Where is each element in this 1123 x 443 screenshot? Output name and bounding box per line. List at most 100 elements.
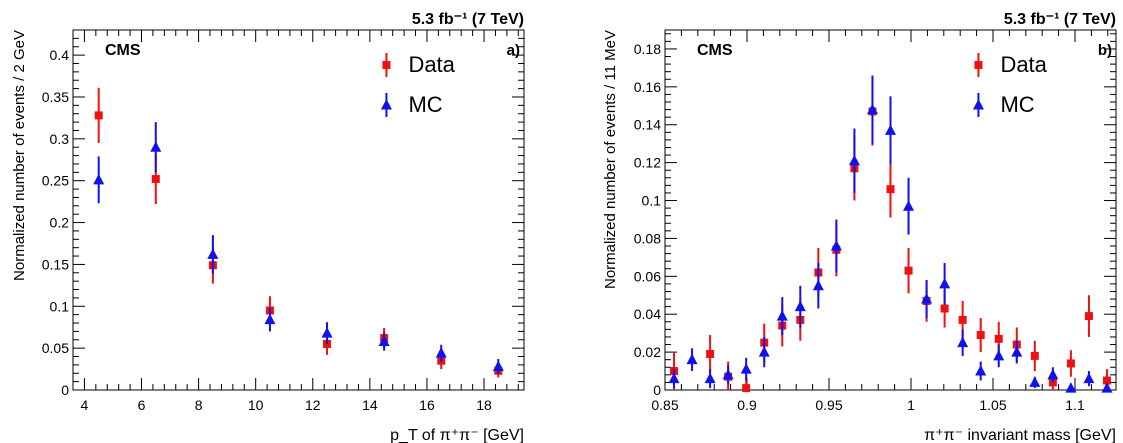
x-tick-label: 10 <box>248 397 264 413</box>
point-mc <box>848 154 860 166</box>
point-mc <box>866 103 878 115</box>
point-mc <box>939 277 951 289</box>
y-tick-label: 0.35 <box>42 89 69 105</box>
plot-frame <box>72 29 525 391</box>
point-mc <box>740 363 752 374</box>
y-tick-label: 0.18 <box>634 41 661 57</box>
x-tick-label: 14 <box>362 397 378 413</box>
y-tick-label: 0.2 <box>50 215 70 231</box>
point-data <box>1030 351 1039 360</box>
point-mc <box>150 141 162 152</box>
point-data <box>904 266 913 275</box>
y-tick-label: 0.15 <box>42 256 69 272</box>
y-tick-label: 0.12 <box>634 155 661 171</box>
point-mc <box>1029 376 1041 387</box>
legend-marker-data <box>974 61 983 69</box>
point-mc <box>1083 372 1095 384</box>
point-data <box>1084 312 1093 321</box>
point-mc <box>921 293 933 304</box>
panel-label: a) <box>507 42 520 59</box>
point-mc <box>1101 382 1113 393</box>
legend-label-data: Data <box>408 52 455 77</box>
y-tick-label: 0.04 <box>634 306 661 322</box>
point-mc <box>812 279 824 291</box>
point-mc <box>668 372 680 384</box>
point-data <box>151 175 160 184</box>
point-mc <box>993 349 1005 361</box>
plot-frame <box>664 29 1117 391</box>
point-data <box>958 315 967 324</box>
point-mc <box>1011 346 1023 357</box>
series-mc <box>93 122 504 375</box>
x-axis-title: p_T of π⁺π⁻ [GeV] <box>390 427 524 443</box>
lumi-label: 5.3 fb⁻¹ (7 TeV) <box>1004 11 1116 28</box>
point-data <box>742 384 751 393</box>
x-tick-label: 1 <box>907 397 915 413</box>
point-mc <box>830 240 842 251</box>
point-mc <box>1047 368 1059 380</box>
y-tick-label: 0.06 <box>634 268 661 284</box>
y-tick-label: 0.02 <box>634 344 661 360</box>
point-mc <box>957 336 969 348</box>
y-tick-label: 0.05 <box>42 340 69 356</box>
point-mc <box>321 327 333 338</box>
x-tick-label: 0.85 <box>651 397 678 413</box>
x-tick-label: 1.1 <box>1065 397 1085 413</box>
point-mc <box>722 368 734 380</box>
point-data <box>994 334 1003 343</box>
lumi-label: 5.3 fb⁻¹ (7 TeV) <box>412 11 524 28</box>
point-data <box>94 111 103 120</box>
point-mc <box>264 313 276 325</box>
legend-label-data: Data <box>1000 52 1047 77</box>
point-mc <box>686 353 698 365</box>
y-tick-label: 0.08 <box>634 230 661 246</box>
point-mc <box>794 300 806 312</box>
y-tick-label: 0.14 <box>634 117 661 133</box>
point-mc <box>776 310 788 321</box>
y-tick-label: 0.1 <box>642 193 662 209</box>
point-mc <box>93 173 105 185</box>
legend-marker-mc <box>380 99 392 110</box>
point-mc <box>704 372 716 384</box>
x-axis-title: π⁺π⁻ invariant mass [GeV] <box>924 427 1116 443</box>
point-mc <box>1065 382 1077 393</box>
y-tick-label: 0 <box>653 382 661 398</box>
y-tick-label: 0.16 <box>634 79 661 95</box>
point-mc <box>885 124 896 135</box>
legend: Data MC <box>972 52 1048 117</box>
cms-label: CMS <box>105 42 141 59</box>
chart-panel-a: 0 0.05 0.1 0.15 0.2 0.25 0.3 0.35 0.4 4 6 8 10 12 14 16… <box>11 11 525 443</box>
x-tick-label: 4 <box>81 397 89 413</box>
y-tick-label: 0.4 <box>50 47 70 63</box>
y-tick-label: 0.3 <box>50 131 70 147</box>
legend-label-mc: MC <box>1000 92 1034 117</box>
x-tick-label: 8 <box>195 397 203 413</box>
point-mc <box>207 248 219 259</box>
chart-panel-b: 0 0.02 0.04 0.06 0.08 0.1 0.12 0.14 0.16 0.18 0.85… <box>602 11 1117 443</box>
point-mc <box>758 346 770 357</box>
x-tick-label: 0.9 <box>737 397 757 413</box>
x-tick-label: 0.95 <box>815 397 842 413</box>
point-mc <box>903 200 915 211</box>
cms-label: CMS <box>697 42 733 59</box>
x-tick-label: 18 <box>476 397 492 413</box>
panel-label: b) <box>1098 42 1112 59</box>
point-data <box>1066 359 1075 368</box>
point-mc <box>435 347 447 358</box>
point-data <box>976 331 985 340</box>
y-tick-label: 0 <box>61 382 69 398</box>
y-tick-label: 0.1 <box>50 298 70 314</box>
point-data <box>886 185 895 194</box>
point-data <box>1102 376 1111 385</box>
x-tick-label: 1.05 <box>979 397 1006 413</box>
point-mc <box>492 360 504 372</box>
point-data <box>940 304 949 313</box>
point-mc <box>975 365 987 376</box>
legend: Data MC <box>380 52 456 117</box>
legend-marker-data <box>382 61 391 69</box>
series-mc <box>668 75 1113 393</box>
x-tick-label: 16 <box>419 397 435 413</box>
y-axis-title: Normalized number of events / 2 GeV <box>11 30 28 281</box>
legend-marker-mc <box>972 99 984 110</box>
